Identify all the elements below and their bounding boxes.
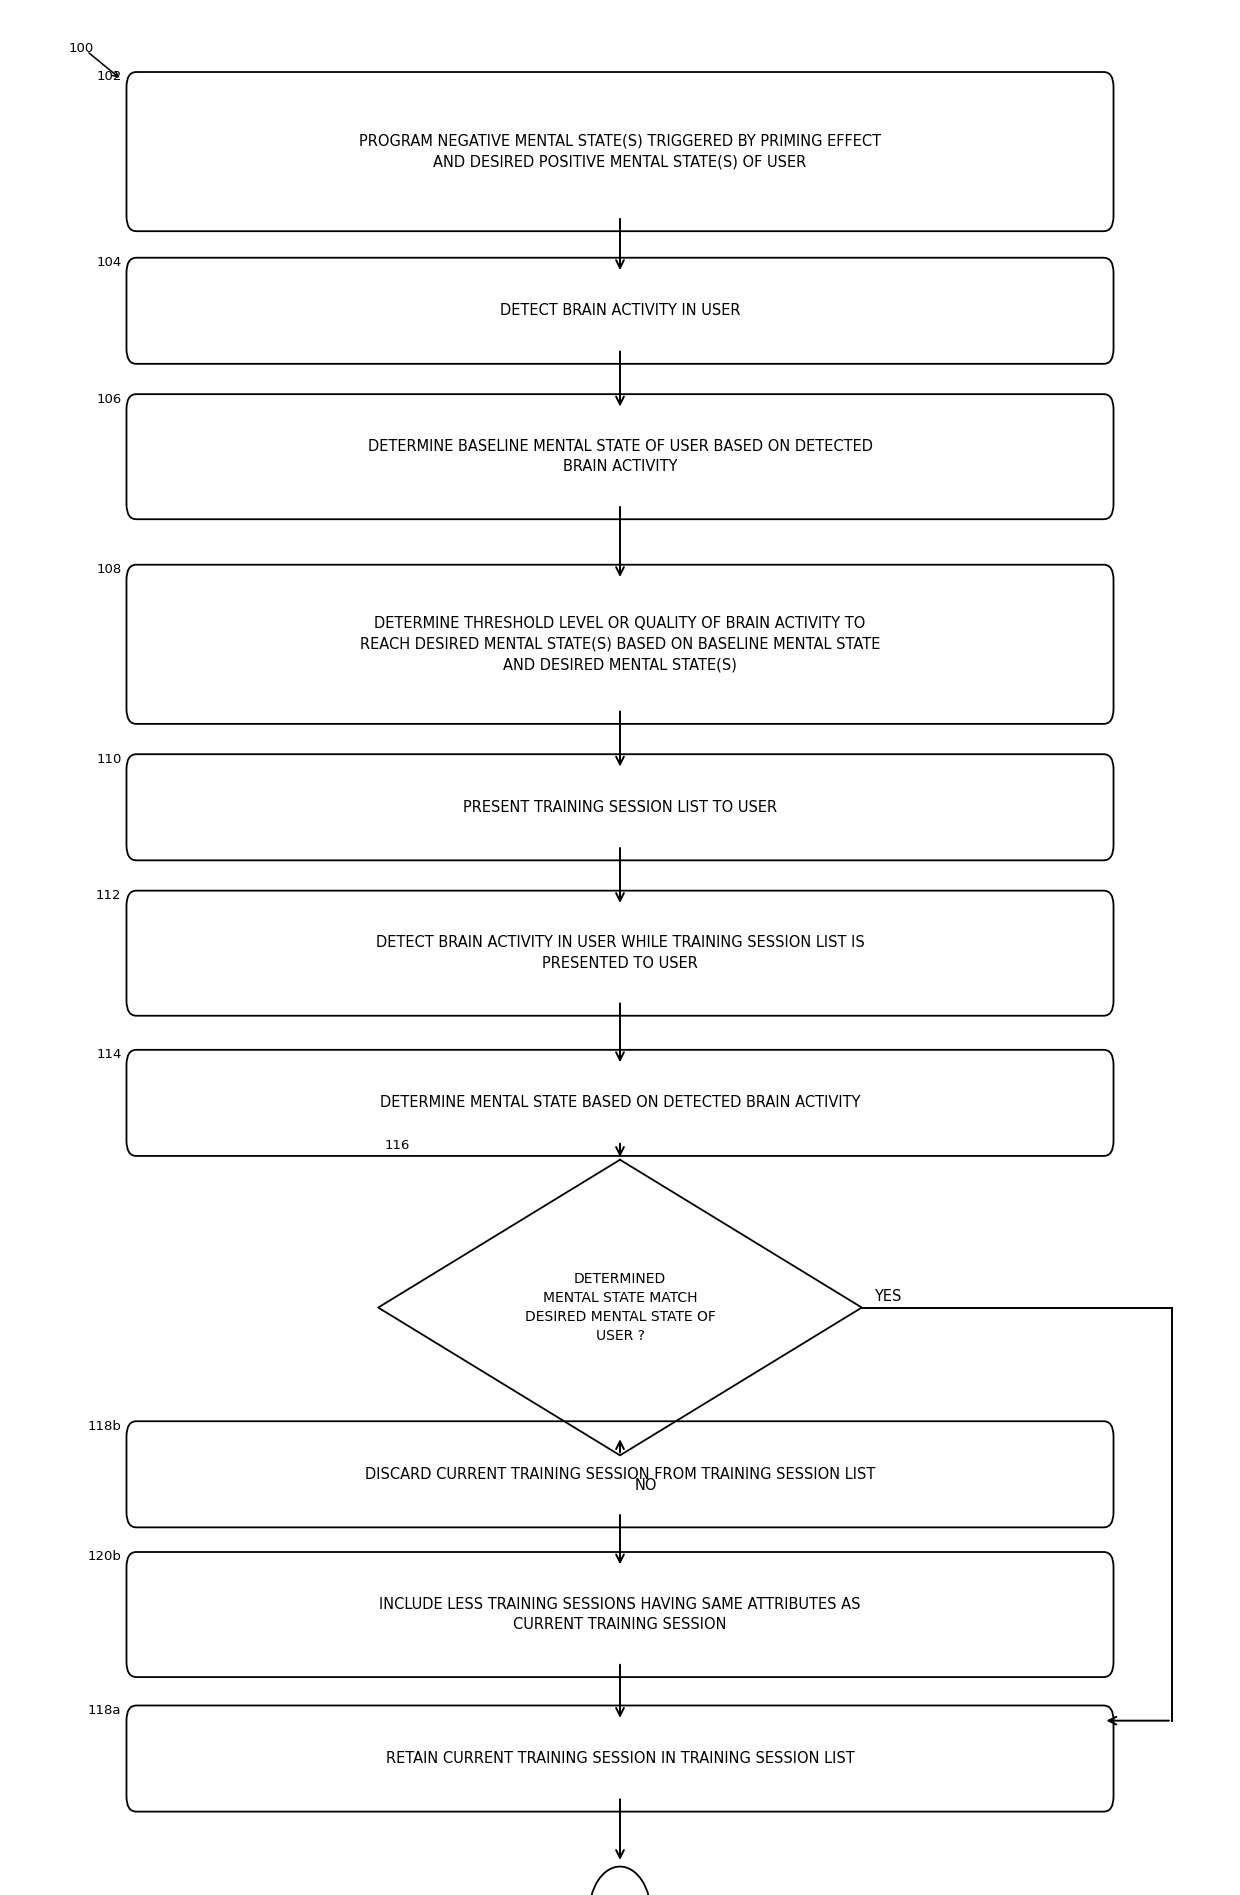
FancyBboxPatch shape (126, 72, 1114, 231)
FancyBboxPatch shape (126, 1706, 1114, 1812)
Text: 104: 104 (97, 256, 122, 269)
Text: YES: YES (874, 1289, 901, 1304)
Text: DETERMINE THRESHOLD LEVEL OR QUALITY OF BRAIN ACTIVITY TO
REACH DESIRED MENTAL S: DETERMINE THRESHOLD LEVEL OR QUALITY OF … (360, 616, 880, 673)
FancyBboxPatch shape (126, 1050, 1114, 1156)
Text: DETERMINE MENTAL STATE BASED ON DETECTED BRAIN ACTIVITY: DETERMINE MENTAL STATE BASED ON DETECTED… (379, 1095, 861, 1110)
Text: 110: 110 (97, 752, 122, 766)
Text: DETERMINED
MENTAL STATE MATCH
DESIRED MENTAL STATE OF
USER ?: DETERMINED MENTAL STATE MATCH DESIRED ME… (525, 1272, 715, 1344)
Text: 118a: 118a (88, 1704, 122, 1717)
FancyBboxPatch shape (126, 754, 1114, 860)
Polygon shape (378, 1160, 862, 1455)
Text: PRESENT TRAINING SESSION LIST TO USER: PRESENT TRAINING SESSION LIST TO USER (463, 800, 777, 815)
Text: DETECT BRAIN ACTIVITY IN USER: DETECT BRAIN ACTIVITY IN USER (500, 303, 740, 318)
Text: 116: 116 (384, 1139, 409, 1152)
Text: DETERMINE BASELINE MENTAL STATE OF USER BASED ON DETECTED
BRAIN ACTIVITY: DETERMINE BASELINE MENTAL STATE OF USER … (367, 440, 873, 474)
Text: NO: NO (635, 1478, 657, 1493)
FancyBboxPatch shape (126, 565, 1114, 724)
FancyBboxPatch shape (126, 394, 1114, 519)
Text: INCLUDE LESS TRAINING SESSIONS HAVING SAME ATTRIBUTES AS
CURRENT TRAINING SESSIO: INCLUDE LESS TRAINING SESSIONS HAVING SA… (379, 1597, 861, 1632)
FancyBboxPatch shape (126, 1421, 1114, 1527)
Text: 112: 112 (95, 889, 122, 902)
Text: 102: 102 (97, 70, 122, 83)
Circle shape (589, 1867, 651, 1895)
Text: RETAIN CURRENT TRAINING SESSION IN TRAINING SESSION LIST: RETAIN CURRENT TRAINING SESSION IN TRAIN… (386, 1751, 854, 1766)
FancyBboxPatch shape (126, 258, 1114, 364)
Text: 106: 106 (97, 392, 122, 406)
Text: 108: 108 (97, 563, 122, 576)
Text: PROGRAM NEGATIVE MENTAL STATE(S) TRIGGERED BY PRIMING EFFECT
AND DESIRED POSITIV: PROGRAM NEGATIVE MENTAL STATE(S) TRIGGER… (358, 135, 882, 169)
FancyBboxPatch shape (126, 1552, 1114, 1677)
Text: 114: 114 (97, 1048, 122, 1061)
Text: DISCARD CURRENT TRAINING SESSION FROM TRAINING SESSION LIST: DISCARD CURRENT TRAINING SESSION FROM TR… (365, 1467, 875, 1482)
FancyBboxPatch shape (126, 891, 1114, 1016)
Text: DETECT BRAIN ACTIVITY IN USER WHILE TRAINING SESSION LIST IS
PRESENTED TO USER: DETECT BRAIN ACTIVITY IN USER WHILE TRAI… (376, 936, 864, 970)
Text: 100: 100 (68, 42, 93, 55)
Text: 118b: 118b (88, 1419, 122, 1433)
Text: 120b: 120b (88, 1550, 122, 1563)
